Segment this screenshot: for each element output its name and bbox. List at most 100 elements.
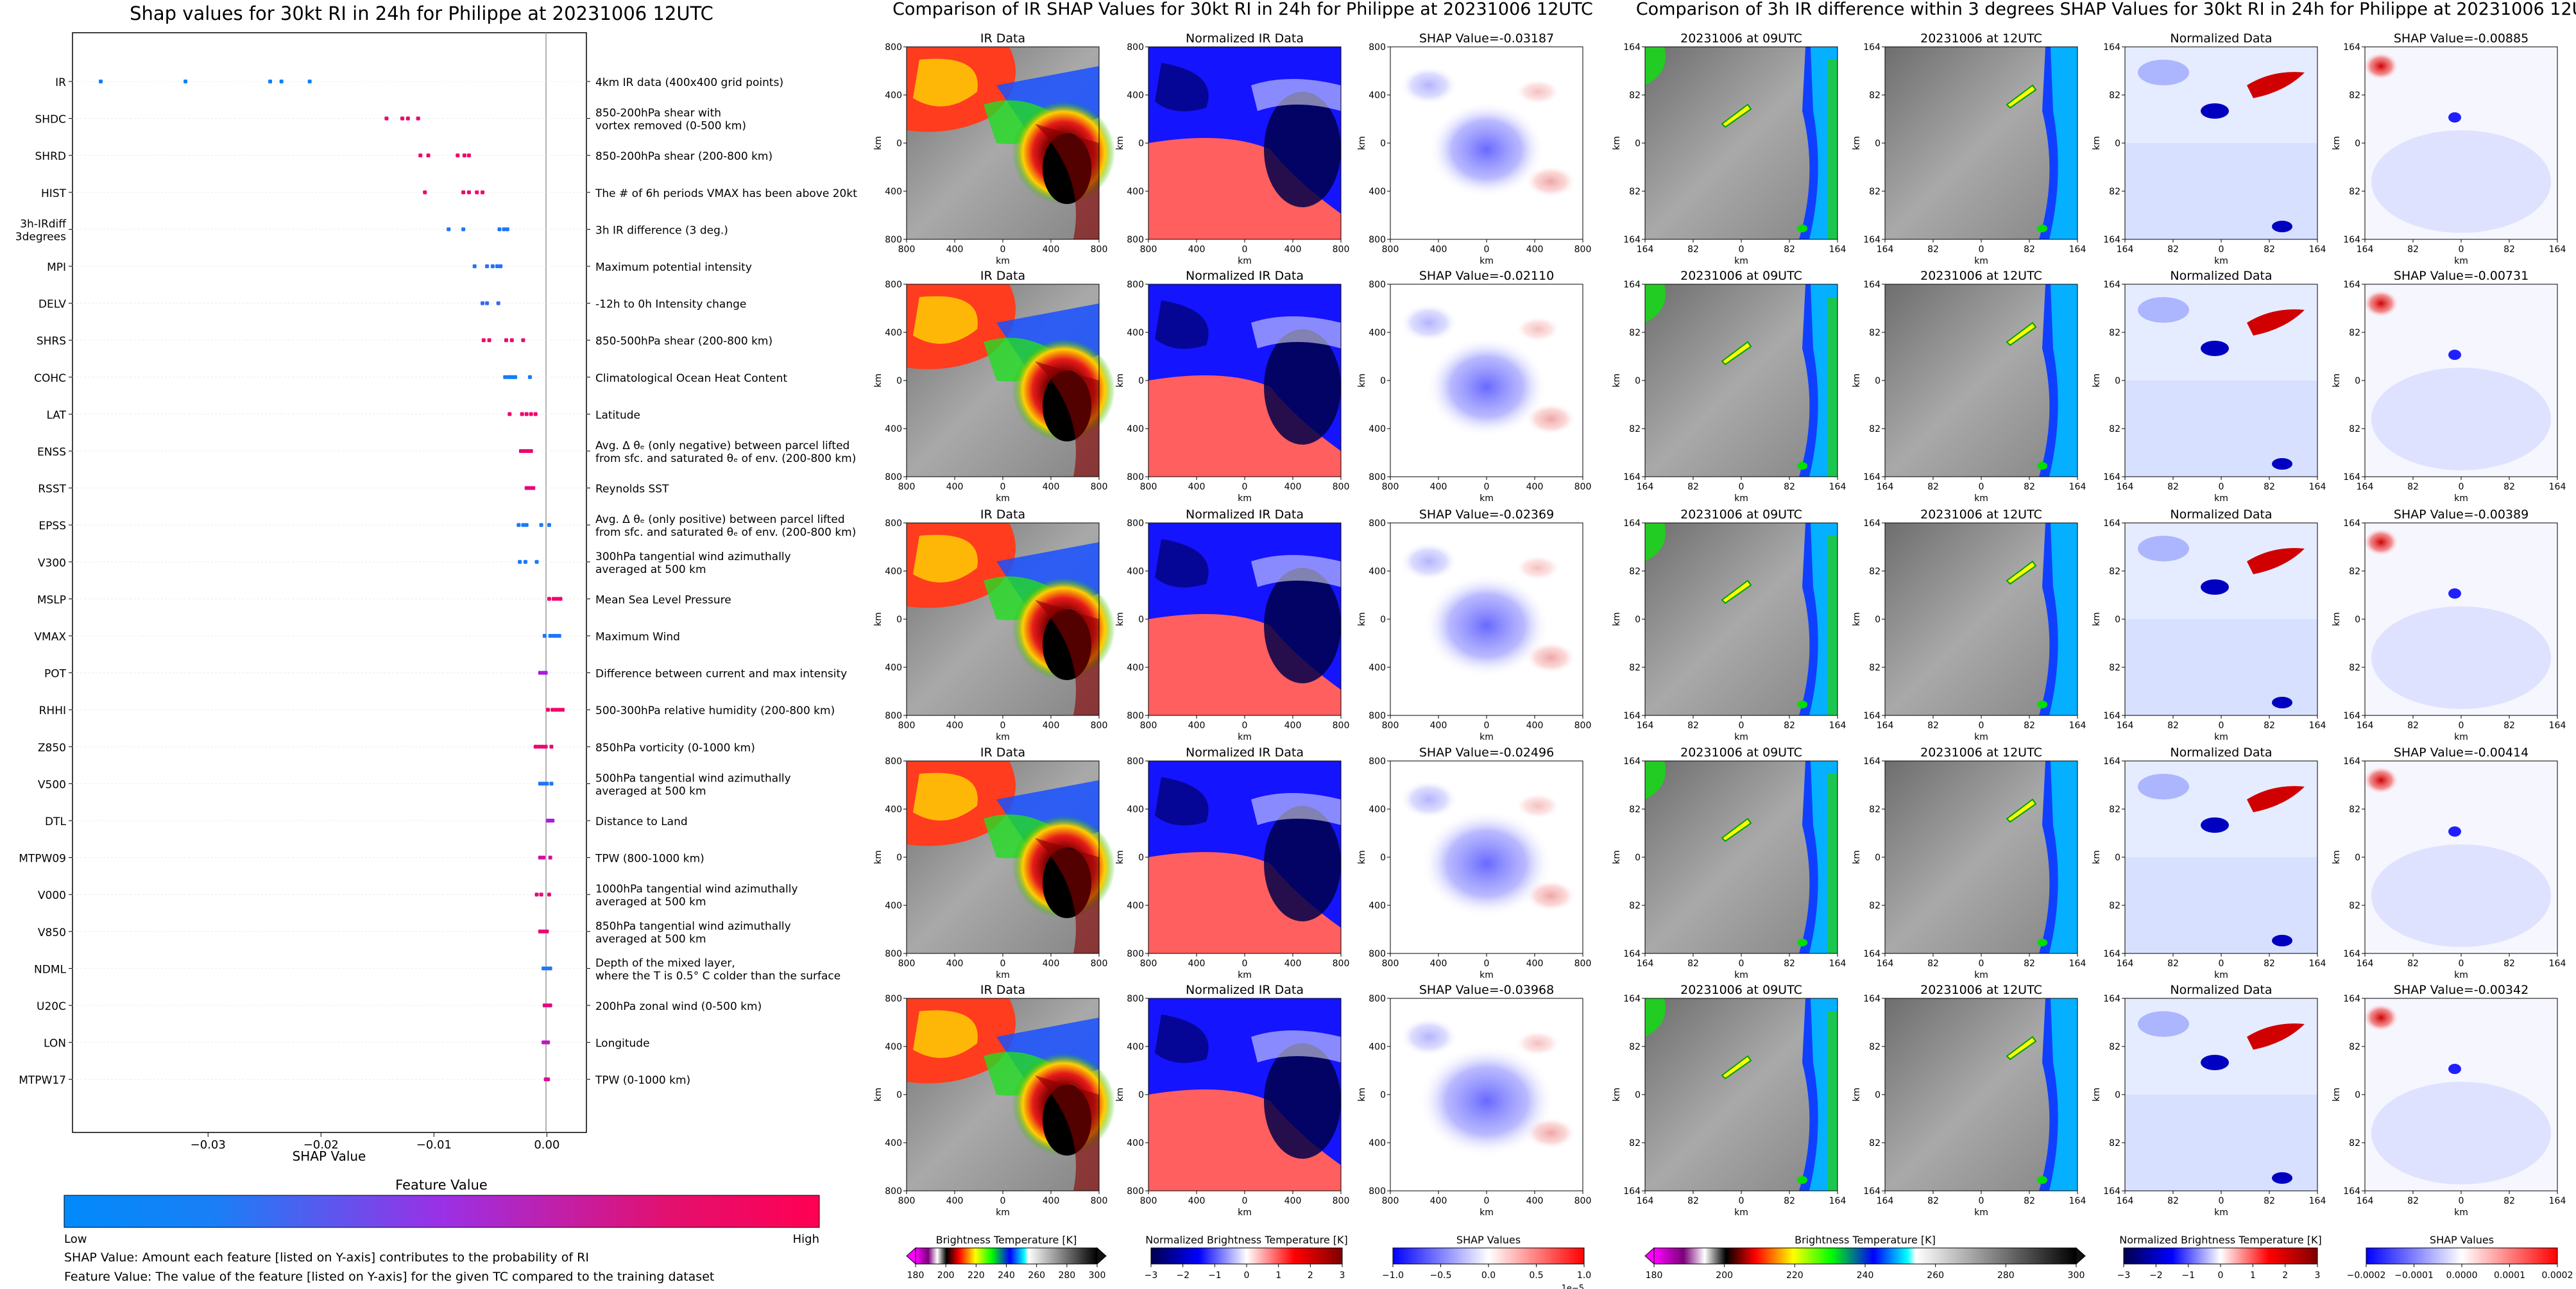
shap-diff-negative-area bbox=[2371, 130, 2551, 233]
ytick-label: 0 bbox=[1380, 139, 1386, 149]
xtick-label: 164 bbox=[2117, 244, 2134, 255]
norm-diff-cold-cell bbox=[2201, 103, 2229, 119]
norm-diff-cold-cell-lower bbox=[2272, 697, 2292, 708]
x-axis-unit-label: km bbox=[1734, 493, 1748, 504]
ytick-label: 164 bbox=[2343, 472, 2360, 482]
feature-description-label: from sfc. and saturated θₑ of env. (200-… bbox=[595, 452, 856, 465]
shap-negative-blob bbox=[1424, 574, 1549, 678]
ytick-label: 164 bbox=[2103, 472, 2120, 482]
feature-row-shrs: SHRS 850-500hPa shear (200-800 km) bbox=[37, 335, 772, 348]
x-axis-unit-label: km bbox=[1480, 970, 1494, 980]
shap-negative-blob-small bbox=[1400, 780, 1458, 819]
shap-point bbox=[423, 190, 427, 194]
y-axis-unit-label: km bbox=[1357, 1088, 1367, 1102]
xtick-label: 800 bbox=[1574, 482, 1592, 492]
xtick-label: 0 bbox=[1242, 482, 1248, 492]
shap-negative-blob-small bbox=[1400, 303, 1458, 342]
colorbar-tick-label: 180 bbox=[1646, 1270, 1663, 1281]
y-axis-unit-label: km bbox=[1612, 1088, 1622, 1102]
shap-negative-blob-small bbox=[1400, 66, 1458, 105]
shap-point bbox=[400, 116, 405, 121]
xtick-label: 164 bbox=[2357, 959, 2374, 969]
shap-point bbox=[529, 412, 533, 416]
feature-description-label: The # of 6h periods VMAX has been above … bbox=[595, 187, 857, 200]
colorbar-tick-label: 0.5 bbox=[1529, 1270, 1543, 1281]
x-axis-unit-label: km bbox=[1238, 732, 1252, 742]
colorbar-tick-label: 200 bbox=[1716, 1270, 1733, 1281]
ir-comparison-title: Comparison of IR SHAP Values for 30kt RI… bbox=[892, 0, 1593, 19]
colorbar-tick-label: 300 bbox=[1089, 1270, 1106, 1281]
y-axis-unit-label: km bbox=[1115, 612, 1125, 626]
ytick-label: 82 bbox=[2349, 805, 2360, 815]
ytick-label: 0 bbox=[1875, 376, 1881, 386]
feature-description-label: TPW (800-1000 km) bbox=[595, 853, 704, 866]
ytick-label: 800 bbox=[885, 1186, 902, 1197]
xtick-label: 800 bbox=[898, 721, 916, 731]
feature-name-label: LAT bbox=[46, 409, 66, 422]
feature-name-label: MSLP bbox=[37, 593, 66, 606]
panel-title: 20231006 at 12UTC bbox=[1920, 983, 2042, 997]
xtick-label: 82 bbox=[2167, 959, 2179, 969]
ytick-label: 0 bbox=[1380, 615, 1386, 625]
xtick-label: 0.00 bbox=[534, 1138, 559, 1152]
norm-ir-storm bbox=[1264, 568, 1341, 683]
panel-title: IR Data bbox=[980, 269, 1025, 283]
shap-point bbox=[518, 559, 522, 564]
colorbar-normalized-brightness-temperature-k-: Normalized Brightness Temperature [K] −3 −… bbox=[2117, 1234, 2322, 1281]
ytick-label: 0 bbox=[1138, 853, 1144, 863]
feature-row-epss: EPSS Avg. Δ θₑ (only positive) between pa… bbox=[38, 513, 856, 539]
ytick-label: 82 bbox=[2109, 328, 2120, 338]
ytick-label: 164 bbox=[1863, 994, 1881, 1004]
xtick-label: 82 bbox=[2503, 1196, 2515, 1206]
ytick-label: 0 bbox=[1635, 1090, 1641, 1100]
ytick-label: 400 bbox=[1369, 901, 1386, 911]
feature-name-label: U20C bbox=[37, 1000, 66, 1013]
ytick-label: 800 bbox=[1127, 994, 1144, 1004]
xtick-label: 164 bbox=[1877, 244, 1894, 255]
feature-name-label: ENSS bbox=[37, 446, 66, 459]
ytick-label: 164 bbox=[2103, 756, 2120, 767]
norm-ir-deep-cold bbox=[1155, 63, 1209, 112]
panel-title: SHAP Value=-0.00342 bbox=[2394, 983, 2529, 997]
feature-row-v000: V000 1000hPa tangential wind azimuthallya… bbox=[38, 883, 798, 909]
x-axis-unit-label: km bbox=[1734, 970, 1748, 980]
shap-point bbox=[554, 634, 558, 638]
shap-point bbox=[549, 744, 554, 749]
ytick-label: 400 bbox=[1369, 328, 1386, 338]
ytick-label: 800 bbox=[885, 280, 902, 290]
panel-title: SHAP Value=-0.02369 bbox=[1419, 508, 1554, 522]
shap-point bbox=[547, 597, 551, 601]
ytick-label: 800 bbox=[1369, 711, 1386, 721]
x-axis-unit-label: km bbox=[1974, 1208, 1988, 1218]
shap-point bbox=[529, 449, 533, 453]
ytick-label: 400 bbox=[1127, 567, 1144, 577]
ir-cloud-yellow bbox=[913, 58, 978, 107]
shap-point bbox=[543, 670, 548, 675]
ytick-label: 0 bbox=[2355, 615, 2360, 625]
norm-diff-cold-cell bbox=[2201, 579, 2229, 595]
colorbar-tick-label: 300 bbox=[2068, 1270, 2085, 1281]
shap-point bbox=[542, 634, 547, 638]
ytick-label: 82 bbox=[1869, 328, 1881, 338]
ytick-label: 0 bbox=[896, 1090, 902, 1100]
feature-name-label: 3h-IRdiff bbox=[20, 218, 67, 230]
ytick-label: 82 bbox=[1869, 805, 1881, 815]
feature-description-label: 500hPa tangential wind azimuthally bbox=[595, 772, 791, 785]
x-axis-unit-label: km bbox=[1734, 256, 1748, 266]
xtick-label: 800 bbox=[1574, 959, 1592, 969]
ytick-label: 164 bbox=[1863, 42, 1881, 53]
bt-convective-cell bbox=[1721, 817, 1752, 842]
ytick-label: 164 bbox=[1863, 472, 1881, 482]
shap-diff-negative-area bbox=[2371, 844, 2551, 947]
y-axis-unit-label: km bbox=[1852, 373, 1862, 388]
x-axis-unit-label: km bbox=[1480, 493, 1494, 504]
shap-point bbox=[481, 190, 485, 194]
shap-point bbox=[496, 301, 500, 305]
shap-point bbox=[548, 634, 552, 638]
shap-point bbox=[538, 670, 542, 675]
colorbar-extend-high bbox=[1096, 1247, 1107, 1265]
